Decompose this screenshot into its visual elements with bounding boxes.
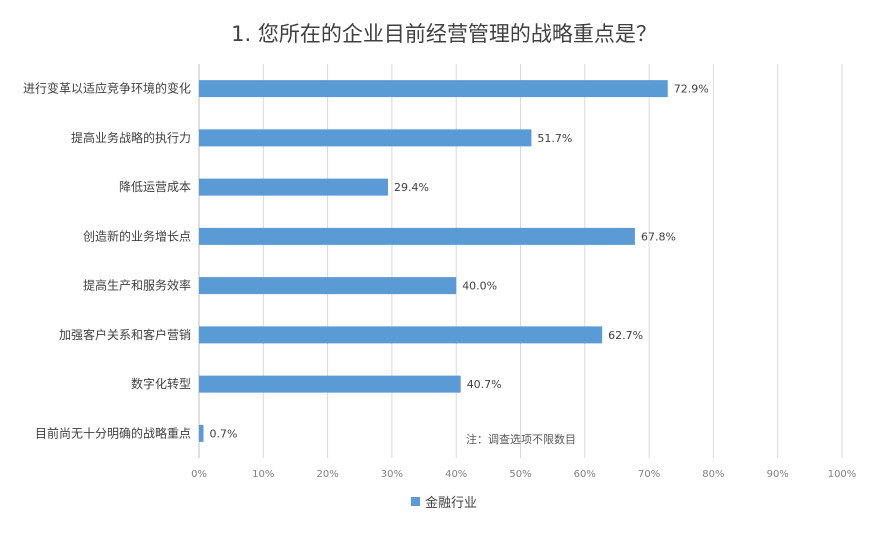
chart-title: 1. 您所在的企业目前经营管理的战略重点是？	[231, 22, 657, 46]
category-label: 提高业务战略的执行力	[71, 130, 191, 145]
data-label: 62.7%	[608, 329, 643, 342]
bar	[199, 424, 204, 442]
x-tick-label: 0%	[191, 469, 207, 480]
category-label: 加强客户关系和客户营销	[59, 327, 191, 342]
legend: 金融行业	[0, 492, 888, 511]
x-tick-label: 90%	[767, 469, 789, 480]
category-label: 降低运营成本	[119, 180, 191, 194]
x-tick-label: 50%	[509, 469, 531, 480]
category-labels: 进行变革以适应竞争环境的变化提高业务战略的执行力降低运营成本创造新的业务增长点提…	[23, 81, 191, 441]
legend-label: 金融行业	[424, 496, 477, 511]
x-tick-label: 80%	[702, 469, 724, 480]
category-label: 创造新的业务增长点	[83, 228, 191, 243]
bar	[199, 375, 461, 393]
data-label: 40.7%	[467, 378, 502, 391]
bar	[199, 129, 532, 147]
x-tick-label: 10%	[252, 469, 274, 480]
data-label: 29.4%	[394, 181, 429, 194]
bar	[199, 277, 457, 295]
data-label: 0.7%	[210, 427, 238, 440]
value-labels: 72.9% 51.7% 29.4% 67.8% 40.0% 62.7% 40.7% 0.7%	[210, 83, 709, 441]
data-label: 40.0%	[462, 280, 497, 293]
category-label: 数字化转型	[131, 376, 191, 391]
x-tick-label: 70%	[638, 469, 660, 480]
category-label: 进行变革以适应竞争环境的变化	[23, 81, 191, 96]
category-label: 提高生产和服务效率	[83, 278, 191, 293]
data-label: 67.8%	[641, 230, 676, 243]
bar	[199, 227, 635, 245]
x-tick-label: 40%	[445, 469, 467, 480]
bars	[199, 80, 668, 442]
bar	[199, 178, 389, 196]
x-tick-labels: 0% 10% 20% 30% 40% 50% 60% 70% 80% 90% 100%	[191, 469, 856, 480]
chart-annotation: 注：调查选项不限数目	[466, 432, 576, 446]
data-label: 51.7%	[537, 132, 572, 145]
data-label: 72.9%	[674, 83, 709, 96]
x-tick-label: 100%	[828, 469, 857, 480]
bar	[199, 326, 603, 344]
x-tick-label: 60%	[574, 469, 596, 480]
gridlines	[198, 64, 843, 458]
category-label: 目前尚无十分明确的战略重点	[35, 425, 191, 440]
x-tick-label: 30%	[381, 469, 403, 480]
legend-swatch	[410, 497, 420, 506]
bar	[199, 80, 668, 98]
x-tick-label: 20%	[316, 469, 338, 480]
